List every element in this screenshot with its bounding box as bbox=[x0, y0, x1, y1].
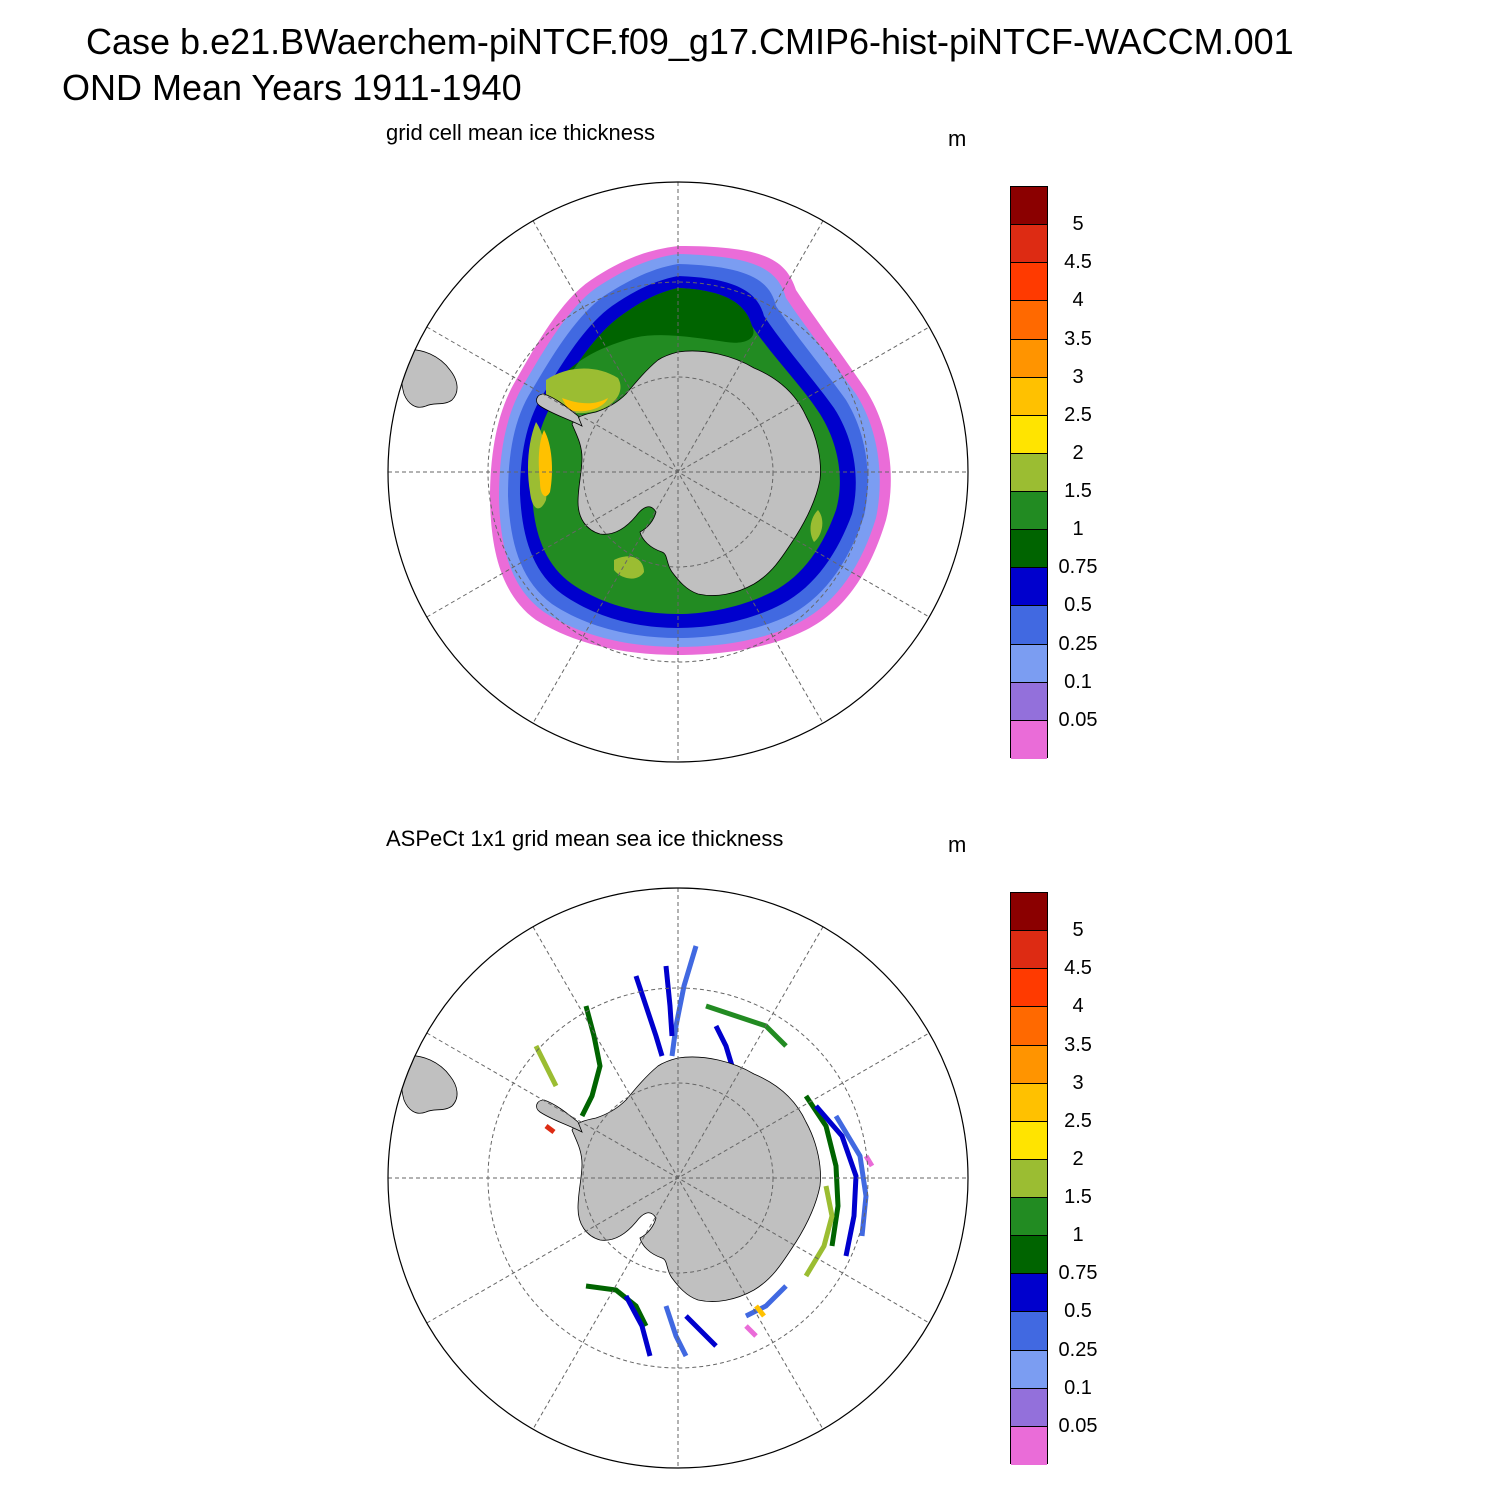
colorbar-tick-label: 4.5 bbox=[1064, 957, 1092, 980]
colorbar-tick-label: 0.1 bbox=[1064, 670, 1092, 693]
colorbar-tick-label: 3 bbox=[1072, 365, 1084, 388]
colorbar-tick-label: 0.25 bbox=[1058, 1338, 1098, 1361]
colorbar-tick-label: 3 bbox=[1072, 1071, 1084, 1094]
colorbar-swatch bbox=[1011, 1350, 1047, 1389]
colorbar-tick-label: 3.5 bbox=[1064, 327, 1092, 350]
bottom-colorbar bbox=[1010, 892, 1048, 1465]
ice-band-2 bbox=[528, 368, 823, 579]
colorbar-tick-label: 0.5 bbox=[1064, 594, 1092, 617]
colorbar-swatch bbox=[1011, 530, 1047, 569]
colorbar-tick-label: 0.5 bbox=[1064, 1300, 1092, 1323]
top-panel-units: m bbox=[948, 126, 967, 151]
map-boundary bbox=[387, 887, 969, 1469]
colorbar-tick-label: 2.5 bbox=[1064, 1109, 1092, 1132]
top-colorbar bbox=[1010, 186, 1048, 759]
aspect-ice-thickness-map bbox=[387, 887, 969, 1469]
ship-observation-tracks bbox=[533, 945, 875, 1358]
colorbar-swatch bbox=[1011, 415, 1047, 454]
colorbar-swatch bbox=[1011, 1121, 1047, 1160]
bottom-panel-units: m bbox=[948, 832, 967, 857]
colorbar-swatch bbox=[1011, 1388, 1047, 1427]
top-colorbar-labels: 5 4.5 4 3.5 3 2.5 2 1.5 1 0.75 0.5 0.25 0.1 0.05 bbox=[1054, 186, 1114, 758]
bottom-colorbar-labels: 5 4.5 4 3.5 3 2.5 2 1.5 1 0.75 0.5 0.25 0.1 0.05 bbox=[1054, 892, 1114, 1464]
colorbar-swatch bbox=[1011, 931, 1047, 970]
colorbar-tick-label: 3.5 bbox=[1064, 1033, 1092, 1056]
colorbar-tick-label: 1 bbox=[1072, 1224, 1084, 1247]
colorbar-tick-label: 1 bbox=[1072, 518, 1084, 541]
colorbar-swatch bbox=[1011, 301, 1047, 340]
colorbar-swatch bbox=[1011, 187, 1047, 226]
colorbar-tick-label: 4 bbox=[1072, 995, 1084, 1018]
bottom-panel-title: ASPeCt 1x1 grid mean sea ice thickness bbox=[386, 826, 784, 851]
colorbar-swatch bbox=[1011, 1083, 1047, 1122]
colorbar-swatch bbox=[1011, 1236, 1047, 1275]
colorbar-swatch bbox=[1011, 969, 1047, 1008]
south-america bbox=[400, 349, 458, 408]
graticule bbox=[388, 888, 968, 1468]
colorbar-tick-label: 2 bbox=[1072, 441, 1084, 464]
colorbar-tick-label: 4.5 bbox=[1064, 251, 1092, 274]
ice-band-2.5 bbox=[538, 398, 608, 497]
colorbar-tick-label: 0.75 bbox=[1058, 556, 1098, 579]
colorbar-swatch bbox=[1011, 644, 1047, 683]
south-america bbox=[400, 1055, 458, 1114]
colorbar-tick-label: 4 bbox=[1072, 289, 1084, 312]
colorbar-swatch bbox=[1011, 1045, 1047, 1084]
season-title: OND Mean Years 1911-1940 bbox=[62, 67, 522, 108]
colorbar-swatch bbox=[1011, 1426, 1047, 1465]
colorbar-swatch bbox=[1011, 453, 1047, 492]
colorbar-tick-label: 2.5 bbox=[1064, 403, 1092, 426]
colorbar-swatch bbox=[1011, 568, 1047, 607]
colorbar-swatch bbox=[1011, 339, 1047, 378]
colorbar-tick-label: 0.1 bbox=[1064, 1376, 1092, 1399]
antarctic-peninsula bbox=[536, 393, 583, 427]
colorbar-tick-label: 0.05 bbox=[1058, 708, 1098, 731]
top-panel-title: grid cell mean ice thickness bbox=[386, 120, 656, 145]
colorbar-tick-label: 1.5 bbox=[1064, 480, 1092, 503]
graticule bbox=[388, 182, 968, 762]
colorbar-swatch bbox=[1011, 1198, 1047, 1237]
colorbar-swatch bbox=[1011, 720, 1047, 759]
antarctica bbox=[571, 1056, 821, 1302]
colorbar-swatch bbox=[1011, 377, 1047, 416]
case-title: Case b.e21.BWaerchem-piNTCF.f09_g17.CMIP… bbox=[86, 21, 1294, 62]
antarctica bbox=[571, 350, 821, 596]
colorbar-tick-label: 5 bbox=[1072, 213, 1084, 236]
colorbar-swatch bbox=[1011, 1312, 1047, 1351]
colorbar-swatch bbox=[1011, 606, 1047, 645]
map-boundary bbox=[387, 181, 969, 763]
colorbar-swatch bbox=[1011, 893, 1047, 932]
colorbar-swatch bbox=[1011, 263, 1047, 302]
colorbar-swatch bbox=[1011, 225, 1047, 264]
colorbar-swatch bbox=[1011, 1159, 1047, 1198]
ice-band-0.75 bbox=[549, 288, 754, 404]
colorbar-tick-label: 2 bbox=[1072, 1147, 1084, 1170]
colorbar-tick-label: 5 bbox=[1072, 919, 1084, 942]
colorbar-tick-label: 0.05 bbox=[1058, 1414, 1098, 1437]
colorbar-tick-label: 0.75 bbox=[1058, 1262, 1098, 1285]
colorbar-tick-label: 0.25 bbox=[1058, 632, 1098, 655]
model-ice-thickness-map bbox=[387, 181, 969, 763]
colorbar-tick-label: 1.5 bbox=[1064, 1186, 1092, 1209]
colorbar-swatch bbox=[1011, 682, 1047, 721]
colorbar-swatch bbox=[1011, 1274, 1047, 1313]
colorbar-swatch bbox=[1011, 1007, 1047, 1046]
colorbar-swatch bbox=[1011, 492, 1047, 531]
antarctic-peninsula bbox=[536, 1099, 583, 1133]
